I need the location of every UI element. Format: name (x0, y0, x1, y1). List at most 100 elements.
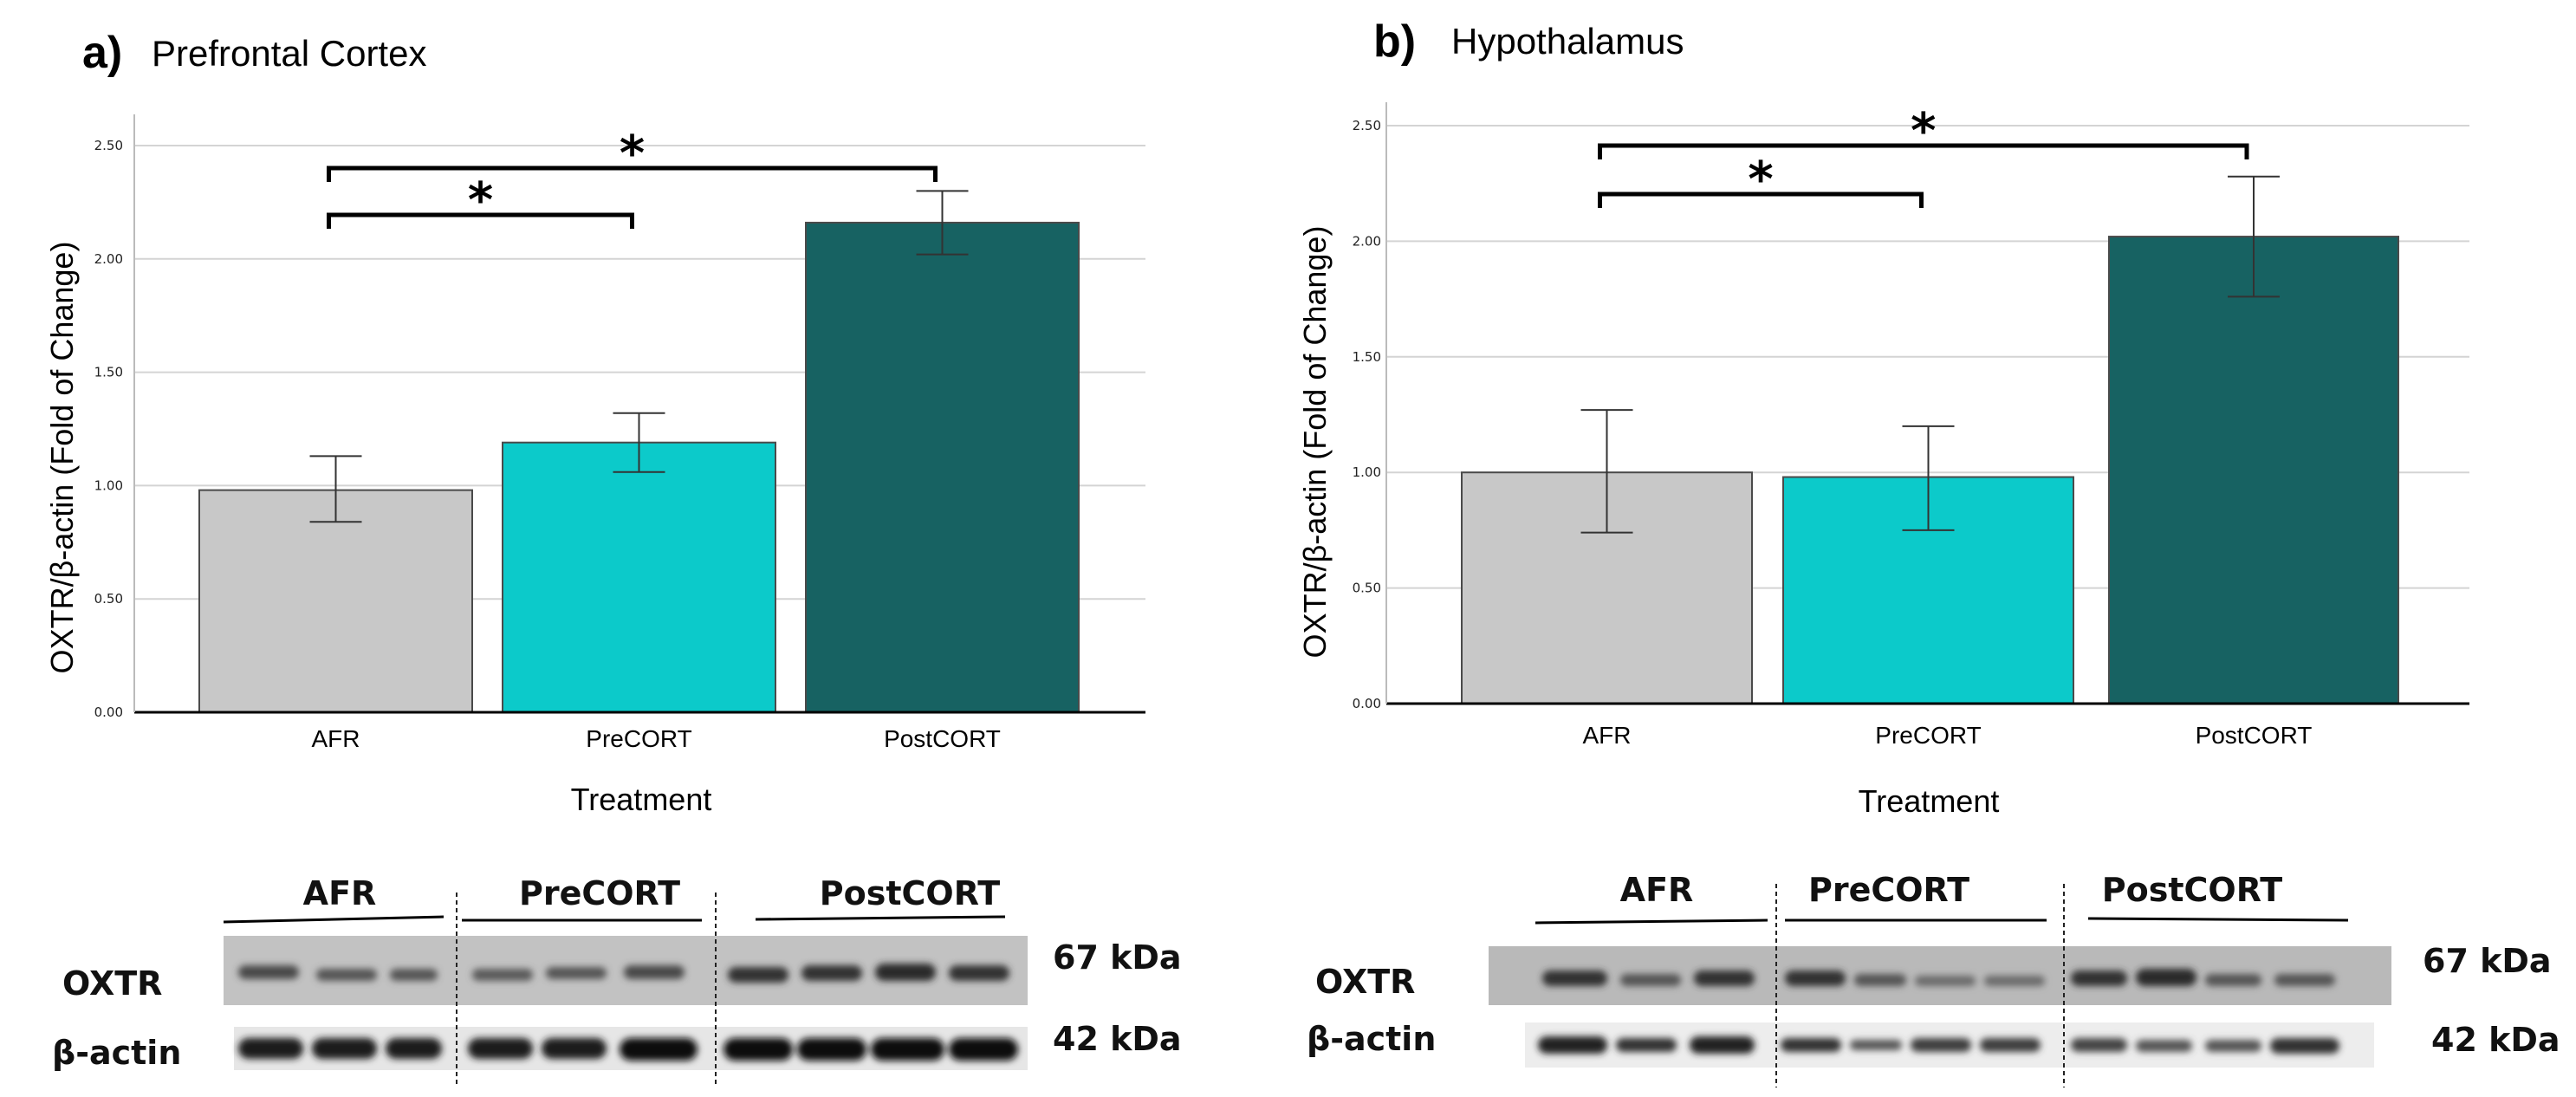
y-tick-labels: 0.00 0.50 1.00 1.50 2.00 2.50 (1353, 118, 1381, 711)
band (2071, 1038, 2127, 1052)
band (1616, 1038, 1677, 1052)
actin-bands (1538, 1036, 2339, 1054)
blot-group-label: PostCORT (2102, 871, 2282, 909)
band (2205, 1040, 2261, 1052)
band (1538, 1036, 1607, 1054)
band (1785, 970, 1846, 986)
band (2270, 1038, 2339, 1054)
significance-star: * (620, 126, 645, 182)
band (1620, 974, 1681, 986)
band (723, 1038, 793, 1061)
significance-bracket (327, 212, 634, 229)
blot-weight-label: 42 kDa (2431, 1021, 2560, 1059)
x-tick-label: AFR (1583, 722, 1632, 749)
band (871, 1038, 944, 1061)
blot-weight-label: 42 kDa (1053, 1020, 1182, 1058)
band (312, 1038, 377, 1059)
band (542, 1038, 607, 1059)
x-tick-label: PreCORT (1875, 722, 1981, 749)
blot-group-label: PostCORT (820, 874, 1000, 912)
band (316, 969, 377, 981)
bars (1461, 236, 2399, 704)
y-tick-label: 2.50 (1353, 118, 1381, 133)
blot-row-label: OXTR (1315, 963, 1415, 1001)
band (624, 965, 685, 979)
error-bars (1580, 175, 2280, 534)
blot-group-underline (1535, 918, 1768, 925)
y-tick-label: 1.50 (94, 365, 123, 380)
blot-weight-label: 67 kDa (1053, 938, 1182, 977)
significance-bracket (1598, 191, 1924, 208)
band (1915, 976, 1976, 986)
band (1911, 1038, 1971, 1052)
band (390, 969, 438, 981)
band (1694, 970, 1755, 986)
y-tick-label: 0.50 (1353, 581, 1381, 596)
band (1781, 1038, 1841, 1052)
panel-letter: b) (1373, 16, 1416, 67)
blot-group-label: AFR (303, 874, 377, 912)
y-tick-label: 1.00 (1353, 464, 1381, 480)
significance-star: * (468, 172, 493, 229)
bar-precort (502, 441, 776, 713)
y-tick-label: 1.50 (1353, 349, 1381, 365)
band (238, 1038, 303, 1059)
band (875, 964, 936, 981)
band (386, 1038, 442, 1059)
bar-postcort (2108, 236, 2399, 704)
actin-bands (238, 1038, 1018, 1061)
y-axis-title: OXTR/β-actin (Fold of Change) (44, 242, 80, 674)
y-tick-label: 0.50 (94, 591, 123, 607)
band (1690, 1036, 1755, 1054)
band (2205, 974, 2261, 986)
band (1542, 970, 1607, 986)
y-tick-label: 0.00 (1353, 696, 1381, 711)
error-bars (309, 190, 969, 523)
band (949, 1038, 1018, 1061)
significance-star: * (1911, 103, 1936, 159)
blot-group-underline (2087, 917, 2349, 922)
band (2136, 1040, 2192, 1052)
x-tick-label: PostCORT (2196, 722, 2313, 749)
band (546, 967, 607, 979)
band (620, 1038, 698, 1061)
band (797, 1038, 866, 1061)
band (728, 967, 788, 983)
band (1850, 1040, 1902, 1050)
band (1854, 974, 1906, 986)
band (2136, 969, 2196, 986)
band (472, 969, 533, 981)
western-blot: AFR PreCORT PostCORT (52, 874, 1182, 1087)
band (801, 965, 862, 981)
y-tick-label: 1.00 (94, 477, 123, 493)
oxtr-bands (238, 964, 1009, 983)
significance-brackets: ** (1598, 103, 2249, 208)
blot-group-label: PreCORT (519, 874, 680, 912)
x-axis-title: Treatment (571, 782, 712, 817)
oxtr-bands (1542, 969, 2335, 986)
significance-bracket (1598, 143, 2249, 159)
blot-row-label: β-actin (52, 1034, 181, 1072)
panel-hypothalamus: b) Hypothalamus 0.00 0.50 1.00 1.50 2.00 2.50… (1297, 16, 2560, 1087)
blot-group-label: AFR (1620, 871, 1694, 909)
blot-group-underline (223, 915, 444, 924)
x-tick-label: PostCORT (884, 725, 1001, 752)
band (468, 1038, 533, 1059)
x-tick-label: AFR (312, 725, 360, 752)
y-axis-title: OXTR/β-actin (Fold of Change) (1297, 226, 1333, 659)
chart-title: Prefrontal Cortex (152, 33, 426, 74)
y-tick-label: 2.00 (1353, 233, 1381, 249)
panel-prefrontal-cortex: a) Prefrontal Cortex 0.00 0.50 1.00 1.50 2.0… (44, 28, 1182, 1087)
band (949, 965, 1009, 981)
x-tick-label: PreCORT (586, 725, 691, 752)
y-tick-labels: 0.00 0.50 1.00 1.50 2.00 2.50 (94, 138, 123, 720)
x-tick-labels: AFR PreCORT PostCORT (312, 725, 1001, 752)
western-blot: AFR PreCORT PostCORT (1307, 871, 2560, 1087)
bar-postcort (805, 221, 1080, 714)
y-tick-label: 0.00 (94, 704, 123, 720)
bar-afr (198, 489, 473, 714)
band (238, 965, 299, 979)
band (2071, 970, 2127, 986)
band (2274, 974, 2335, 986)
